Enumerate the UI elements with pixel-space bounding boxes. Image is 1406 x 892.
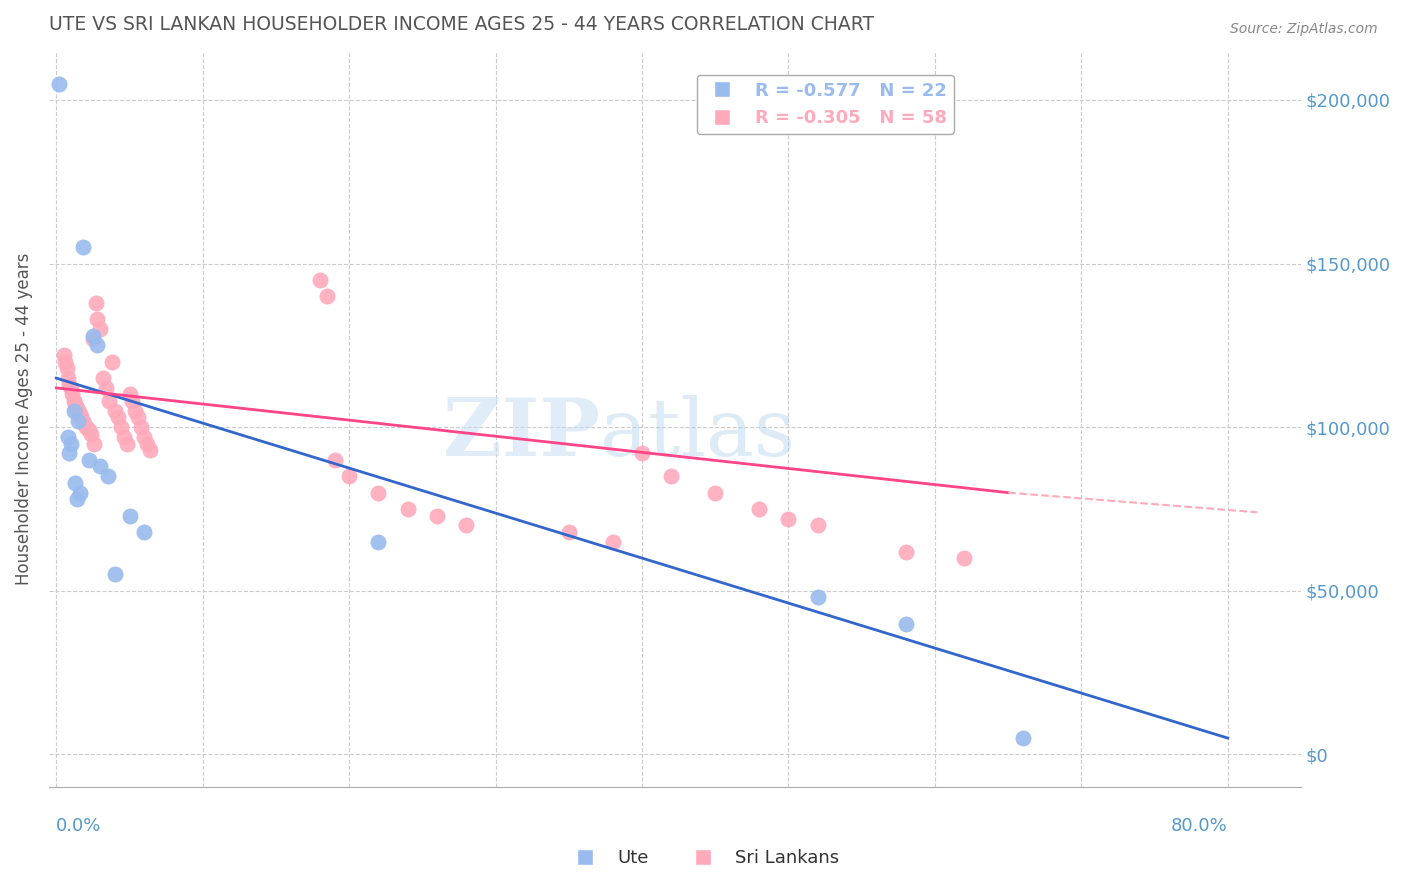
Point (91, 371, 114, 385)
Point (426, 508, 449, 523)
Point (894, 544, 917, 558)
Point (84, 295, 107, 310)
Point (104, 567, 127, 582)
Point (136, 436, 159, 450)
Point (396, 502, 419, 516)
Point (894, 616, 917, 631)
Text: UTE VS SRI LANKAN HOUSEHOLDER INCOME AGES 25 - 44 YEARS CORRELATION CHART: UTE VS SRI LANKAN HOUSEHOLDER INCOME AGE… (49, 15, 875, 34)
Point (75, 420, 97, 434)
Text: 80.0%: 80.0% (1171, 817, 1227, 836)
Point (80, 426, 103, 441)
Point (94, 381, 117, 395)
Point (59, 381, 82, 395)
Point (52, 348, 75, 362)
Point (73, 417, 96, 431)
Point (112, 430, 135, 444)
Point (77, 424, 100, 438)
Point (66, 401, 89, 415)
Point (66, 492, 89, 507)
Point (58, 446, 80, 460)
Point (748, 502, 770, 516)
Point (134, 430, 156, 444)
Point (134, 524, 156, 539)
Point (69, 485, 91, 500)
Legend: Ute, Sri Lankans: Ute, Sri Lankans (560, 842, 846, 874)
Point (704, 485, 727, 500)
Text: Source: ZipAtlas.com: Source: ZipAtlas.com (1230, 22, 1378, 37)
Text: atlas: atlas (600, 395, 794, 473)
Point (56, 371, 79, 385)
Point (48, 77, 70, 91)
Point (127, 410, 149, 425)
Point (107, 410, 129, 425)
Point (659, 469, 682, 483)
Point (115, 436, 138, 450)
Point (367, 534, 389, 549)
Point (63, 404, 86, 418)
Text: 0.0%: 0.0% (56, 817, 101, 836)
Point (55, 361, 77, 376)
Point (67, 404, 90, 418)
Point (104, 404, 127, 418)
Point (53, 355, 76, 369)
Legend: R = -0.577   N = 22, R = -0.305   N = 58: R = -0.577 N = 22, R = -0.305 N = 58 (697, 75, 953, 134)
Point (56, 430, 79, 444)
Point (121, 394, 143, 409)
Point (70, 410, 93, 425)
Point (67, 414, 90, 428)
Point (86, 312, 108, 326)
Point (778, 512, 800, 526)
Point (82, 328, 104, 343)
Point (63, 394, 86, 409)
Y-axis label: Householder Income Ages 25 - 44 years: Householder Income Ages 25 - 44 years (15, 252, 32, 585)
Point (72, 240, 94, 254)
Point (118, 387, 141, 401)
Text: ZIP: ZIP (443, 395, 600, 473)
Point (82, 332, 104, 346)
Point (323, 453, 346, 467)
Point (89, 459, 111, 474)
Point (86, 338, 108, 352)
Point (124, 404, 146, 418)
Point (129, 420, 152, 434)
Point (72, 414, 94, 428)
Point (631, 446, 654, 460)
Point (807, 591, 830, 605)
Point (83, 436, 105, 450)
Point (101, 355, 124, 369)
Point (96, 469, 118, 483)
Point (316, 289, 339, 303)
Point (309, 273, 332, 287)
Point (953, 551, 976, 566)
Point (456, 518, 478, 533)
Point (367, 485, 389, 500)
Point (89, 322, 111, 336)
Point (139, 443, 162, 458)
Point (1011, 731, 1033, 745)
Point (337, 469, 360, 483)
Point (69, 407, 91, 421)
Point (110, 420, 132, 434)
Point (65, 397, 87, 411)
Point (98, 394, 121, 409)
Point (77, 453, 100, 467)
Point (807, 518, 830, 533)
Point (602, 534, 624, 549)
Point (58, 377, 80, 392)
Point (558, 524, 581, 539)
Point (118, 508, 141, 523)
Point (65, 475, 87, 490)
Point (59, 436, 82, 450)
Point (60, 387, 83, 401)
